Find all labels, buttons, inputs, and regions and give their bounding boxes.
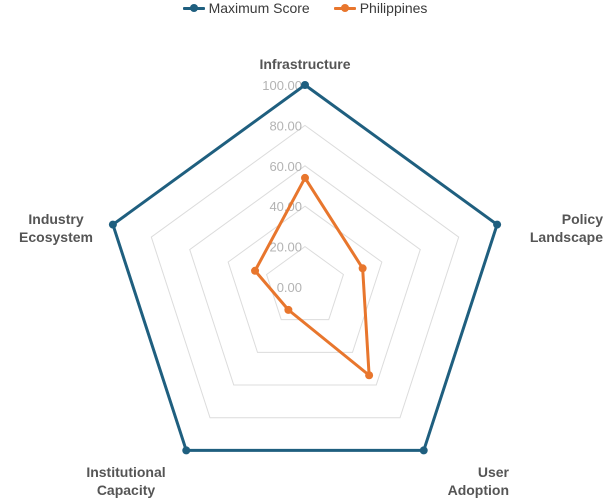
axis-label-line: User (478, 464, 510, 480)
tick-label-5: 100.00 (262, 78, 302, 93)
tick-label-2: 40.00 (269, 199, 302, 214)
legend-item-maximum-score[interactable]: Maximum Score (182, 0, 310, 16)
legend-dot-philippines (340, 4, 349, 12)
tick-label-0: 0.00 (277, 280, 302, 295)
radial-tick-labels: 0.00 20.00 40.00 60.00 80.00 100.00 (262, 78, 302, 295)
axis-label-industry-ecosystem: Industry Ecosystem (19, 211, 93, 245)
tick-label-3: 60.00 (269, 159, 302, 174)
axis-label-line: Infrastructure (259, 56, 350, 72)
grid-ring-1 (265, 245, 345, 321)
axis-label-line: Capacity (97, 482, 156, 498)
grid-ring-5 (112, 84, 498, 451)
axis-label-line: Industry (28, 211, 83, 227)
data-point-philippines-4 (251, 266, 260, 275)
axis-label-institutional-capacity: Institutional Capacity (86, 464, 165, 498)
grid-ring-4 (150, 124, 460, 419)
legend-swatch-philippines (333, 0, 356, 16)
axis-label-policy-landscape: Policy Landscape (530, 211, 603, 245)
data-point-philippines-1 (358, 264, 367, 273)
data-point-maximum-score-3 (182, 446, 191, 455)
legend-dot-maximum-score (189, 4, 198, 12)
legend-swatch-maximum-score (182, 0, 205, 16)
legend-item-philippines[interactable]: Philippines (333, 0, 428, 16)
data-point-philippines-2 (365, 371, 374, 380)
series-line-maximum-score (111, 83, 499, 452)
tick-label-4: 80.00 (269, 118, 302, 133)
axis-label-line: Adoption (448, 482, 509, 498)
data-point-maximum-score-1 (493, 220, 502, 229)
chart-legend: Maximum Score Philippines (0, 0, 610, 16)
grid-ring-2 (227, 205, 383, 353)
grid-ring-3 (189, 165, 421, 386)
radar-grid (112, 84, 498, 451)
data-point-philippines-0 (301, 173, 309, 182)
axis-label-line: Policy (562, 211, 603, 227)
data-point-maximum-score-2 (419, 446, 428, 455)
data-point-philippines-3 (284, 305, 293, 314)
tick-label-1: 20.00 (269, 240, 302, 255)
data-point-maximum-score-0 (301, 81, 309, 89)
radar-series (108, 81, 502, 455)
axis-label-infrastructure: Infrastructure (259, 56, 350, 72)
axis-label-user-adoption: User Adoption (448, 464, 510, 498)
legend-label-philippines: Philippines (359, 0, 428, 16)
axis-label-line: Landscape (530, 229, 603, 245)
axis-labels: Infrastructure Policy Landscape User Adoptio… (19, 56, 603, 498)
axis-label-line: Ecosystem (19, 229, 93, 245)
data-point-maximum-score-4 (108, 220, 117, 229)
axis-label-line: Institutional (86, 464, 165, 480)
series-line-philippines (253, 176, 371, 377)
legend-label-maximum-score: Maximum Score (208, 0, 310, 16)
